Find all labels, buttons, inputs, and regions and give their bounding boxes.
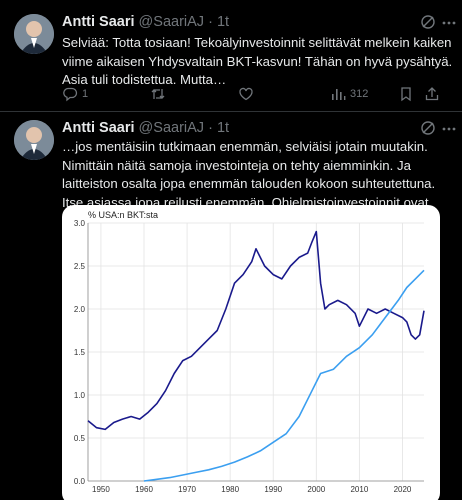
more-icon[interactable] <box>440 120 458 138</box>
y-tick-label: 0.5 <box>74 434 86 443</box>
timestamp[interactable]: 1t <box>216 14 230 30</box>
x-tick-label: 1960 <box>135 485 153 494</box>
x-tick-label: 2020 <box>394 485 412 494</box>
share-button[interactable] <box>424 86 440 102</box>
separator: · <box>208 14 213 30</box>
views-icon <box>332 89 346 100</box>
retweet-button[interactable] <box>150 86 166 102</box>
chart-image[interactable]: % USA:n BKT:sta 0.0 0.5 1.0 1.5 2.0 2.5 3.0 195… <box>62 205 440 500</box>
views-button[interactable]: 312 <box>330 86 368 102</box>
x-tick-label: 1990 <box>264 485 282 494</box>
y-axis-label: % USA:n BKT:sta <box>88 210 158 220</box>
tweet-1[interactable]: Antti Saari @SaariAJ · 1t Selviää: Totta… <box>0 0 462 110</box>
tweet-actions: 1 312 <box>62 86 452 106</box>
timestamp[interactable]: 1t <box>216 120 230 136</box>
tweet-divider <box>0 111 462 112</box>
avatar[interactable] <box>14 14 54 54</box>
author-name[interactable]: Antti Saari <box>62 120 135 136</box>
reply-count: 1 <box>82 88 89 100</box>
series-line-2 <box>143 269 425 482</box>
x-tick-label: 1950 <box>92 485 110 494</box>
chart: % USA:n BKT:sta 0.0 0.5 1.0 1.5 2.0 2.5 3.0 195… <box>74 210 425 494</box>
tweet-text: Selviää: Totta tosiaan! Tekoälyinvestoin… <box>62 35 453 88</box>
grok-icon[interactable] <box>420 120 436 136</box>
tweet-header: Antti Saari @SaariAJ · 1t <box>62 120 229 136</box>
bookmark-icon <box>401 87 411 102</box>
retweet-icon <box>151 89 165 99</box>
x-tick-label: 2000 <box>307 485 325 494</box>
tweet-text: …jos mentäisiin tutkimaan enemmän, selvi… <box>62 139 436 228</box>
y-tick-label: 2.5 <box>74 262 86 271</box>
separator: · <box>208 120 213 136</box>
like-button[interactable] <box>238 86 254 102</box>
x-tick-label: 1980 <box>221 485 239 494</box>
y-tick-label: 1.5 <box>74 348 86 357</box>
tweet-header: Antti Saari @SaariAJ · 1t <box>62 14 229 30</box>
like-icon <box>239 87 253 101</box>
reply-button[interactable]: 1 <box>62 86 88 102</box>
more-icon[interactable] <box>440 14 458 32</box>
x-tick-label: 1970 <box>178 485 196 494</box>
y-tick-label: 3.0 <box>74 219 86 228</box>
author-handle[interactable]: @SaariAJ <box>138 14 205 30</box>
reply-icon <box>63 87 78 102</box>
series-line-1 <box>87 230 425 431</box>
grok-icon[interactable] <box>420 14 436 30</box>
tweet-2[interactable]: Antti Saari @SaariAJ · 1t …jos mentäisii… <box>0 112 462 500</box>
avatar[interactable] <box>14 120 54 160</box>
y-tick-label: 0.0 <box>74 477 86 486</box>
y-tick-label: 2.0 <box>74 305 86 314</box>
x-tick-label: 2010 <box>350 485 368 494</box>
y-tick-label: 1.0 <box>74 391 86 400</box>
author-handle[interactable]: @SaariAJ <box>138 120 205 136</box>
view-count: 312 <box>350 88 369 100</box>
share-icon <box>425 87 439 101</box>
bookmark-button[interactable] <box>398 86 414 102</box>
author-name[interactable]: Antti Saari <box>62 14 135 30</box>
